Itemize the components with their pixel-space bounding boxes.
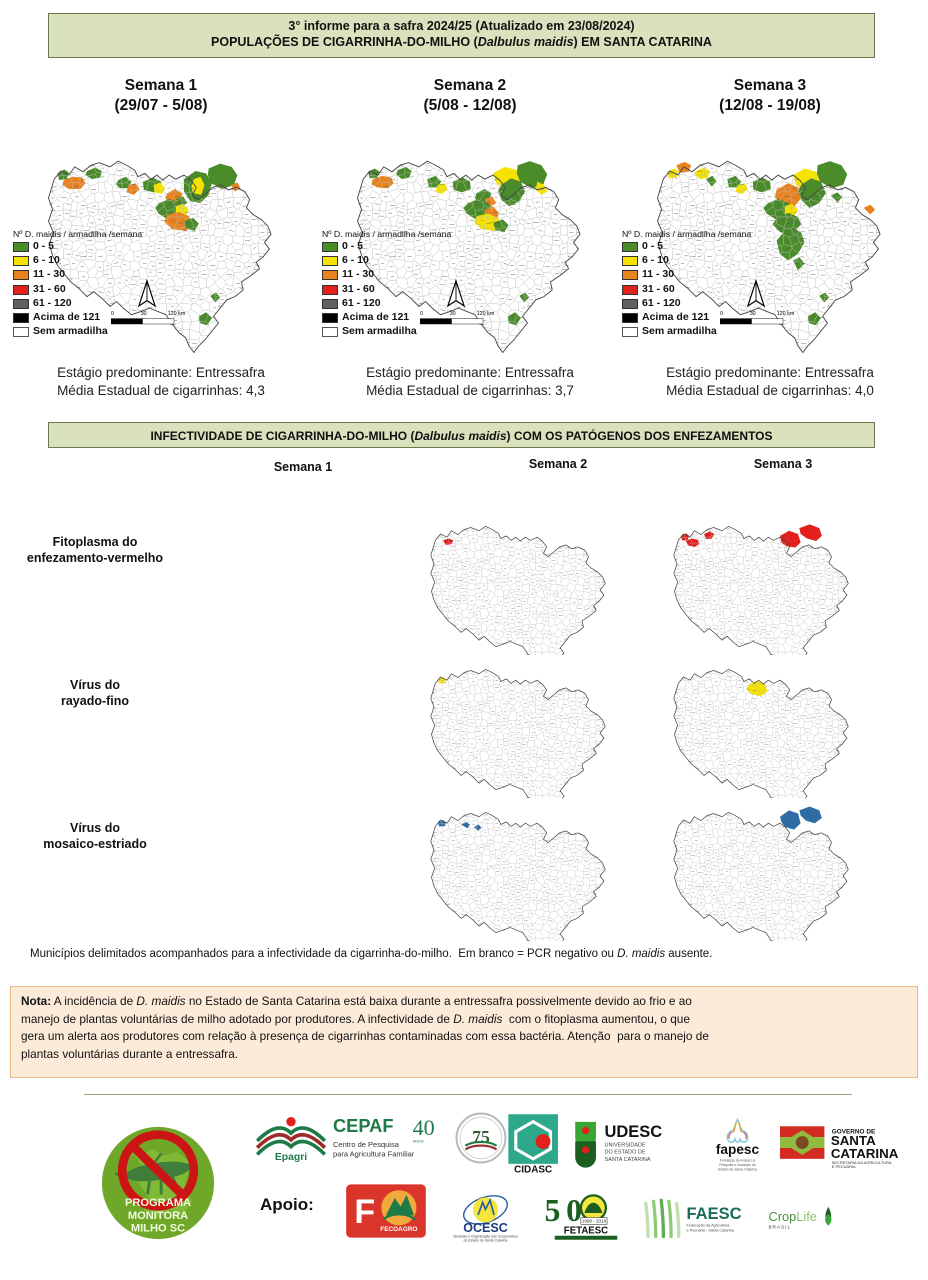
svg-text:Estado de Santa Catarina: Estado de Santa Catarina <box>718 1167 757 1171</box>
svg-text:30: 30 <box>450 311 456 317</box>
svg-text:0: 0 <box>566 1193 582 1228</box>
svg-text:120 km: 120 km <box>477 311 495 317</box>
svg-text:fapesc: fapesc <box>716 1142 760 1157</box>
svg-text:CATARINA: CATARINA <box>831 1146 899 1161</box>
svg-text:para Agricultura Familiar: para Agricultura Familiar <box>333 1149 415 1158</box>
svg-text:Fundação de Amparo à: Fundação de Amparo à <box>720 1159 756 1163</box>
svg-text:120 km: 120 km <box>777 311 795 317</box>
svg-text:e Pecuária - Santa Catarina: e Pecuária - Santa Catarina <box>687 1229 735 1233</box>
svg-text:75: 75 <box>472 1127 490 1147</box>
svg-text:0: 0 <box>420 311 423 317</box>
svg-text:FETAESC: FETAESC <box>564 1225 608 1236</box>
svg-text:CEPAF: CEPAF <box>333 1115 394 1136</box>
svg-text:do Estado de Santa Catarina: do Estado de Santa Catarina <box>464 1239 508 1243</box>
svg-text:120 km: 120 km <box>168 311 186 317</box>
svg-text:1968 - 2018: 1968 - 2018 <box>582 1219 607 1224</box>
svg-text:Sindicato e Organização das Co: Sindicato e Organização das Cooperativas <box>453 1235 518 1239</box>
svg-text:5: 5 <box>545 1193 561 1228</box>
svg-text:PROGRAMA: PROGRAMA <box>125 1197 191 1209</box>
svg-text:ANOS: ANOS <box>413 1139 424 1144</box>
svg-text:Pesquisa e Inovação do: Pesquisa e Inovação do <box>719 1163 755 1167</box>
svg-text:CropLife: CropLife <box>768 1209 816 1224</box>
svg-text:40: 40 <box>413 1115 435 1140</box>
svg-text:MILHO SC: MILHO SC <box>131 1222 185 1234</box>
svg-text:0: 0 <box>720 311 723 317</box>
svg-text:BRASIL: BRASIL <box>768 1225 791 1231</box>
svg-text:E PECUÁRIA: E PECUÁRIA <box>832 1164 856 1169</box>
svg-text:Centro de Pesquisa: Centro de Pesquisa <box>333 1140 400 1149</box>
svg-text:FAESC: FAESC <box>687 1205 742 1223</box>
svg-text:CIDASC: CIDASC <box>514 1165 552 1175</box>
svg-text:UDESC: UDESC <box>605 1123 663 1141</box>
svg-text:DO ESTADO DE: DO ESTADO DE <box>605 1150 646 1156</box>
svg-text:F: F <box>354 1193 375 1231</box>
svg-text:FECOAGRO: FECOAGRO <box>380 1226 417 1233</box>
svg-text:UNIVERSIDADE: UNIVERSIDADE <box>605 1142 646 1148</box>
svg-text:OCESC: OCESC <box>463 1221 507 1235</box>
svg-text:SANTA CATARINA: SANTA CATARINA <box>605 1157 651 1163</box>
svg-text:0: 0 <box>111 311 114 317</box>
svg-text:30: 30 <box>750 311 756 317</box>
svg-text:MONITORA: MONITORA <box>128 1210 188 1222</box>
svg-text:Federação da Agricultura: Federação da Agricultura <box>687 1224 731 1228</box>
svg-text:Epagri: Epagri <box>275 1152 307 1162</box>
svg-text:30: 30 <box>141 311 147 317</box>
